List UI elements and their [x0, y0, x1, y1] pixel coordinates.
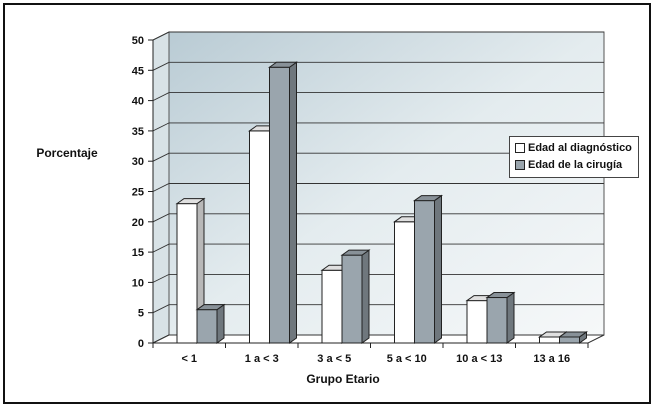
y-tick-label: 40	[132, 96, 144, 108]
bar-side	[361, 249, 370, 344]
y-tick-label: 5	[138, 308, 144, 320]
gridline	[152, 273, 604, 283]
bar-chart: 0 5 10 15 20 25 30 35 40 45 50 < 1 1 a < 3 3 a < 5 5 …	[36, 31, 605, 386]
y-tick-label: 25	[132, 187, 144, 199]
bar	[485, 291, 516, 344]
y-tick-label: 10	[132, 277, 144, 289]
gridline	[152, 61, 604, 71]
bar-front	[539, 336, 560, 344]
bar-top	[195, 304, 226, 311]
legend-swatch-series-2	[515, 160, 525, 170]
x-tick-label: < 1	[181, 353, 197, 365]
gridline	[152, 213, 604, 223]
y-tick-label: 20	[132, 217, 144, 229]
bar-front	[466, 300, 488, 344]
x-tick-label: 10 a < 13	[456, 353, 502, 365]
bar-front	[269, 66, 290, 344]
bar-side	[289, 61, 297, 344]
x-axis-ticks: < 1 1 a < 3 3 a < 5 5 a < 10 10 a < 13 13 a 1…	[152, 342, 589, 365]
y-tick-label: 50	[132, 35, 144, 47]
legend-swatch-series-1	[515, 143, 525, 153]
bar	[557, 330, 589, 344]
bar-side	[434, 194, 442, 344]
gridline	[152, 243, 604, 253]
legend-item-series-2: Edad de la cirugía	[515, 158, 622, 172]
bar	[340, 249, 371, 344]
y-axis-ticks: 0 5 10 15 20 25 30 35 40 45 50	[132, 35, 154, 350]
bar-front	[196, 309, 218, 344]
bar-top	[557, 331, 589, 338]
bar-side	[506, 291, 515, 344]
legend-item-series-1: Edad al diagnóstico	[515, 141, 632, 155]
bar-top	[267, 61, 299, 68]
bar-top	[340, 249, 371, 256]
plot-back-wall	[152, 31, 605, 344]
y-tick-label: 30	[132, 156, 144, 168]
chart-frame: 0 5 10 15 20 25 30 35 40 45 50 < 1 1 a < 3 3 a < 5 5 …	[3, 3, 651, 404]
legend: Edad al diagnóstico Edad de la cirugía	[509, 136, 639, 178]
bar	[175, 197, 206, 344]
bar-top	[485, 292, 516, 299]
gridline	[152, 183, 604, 192]
bar-front	[394, 221, 415, 344]
gridline	[152, 152, 604, 162]
bar	[412, 194, 444, 344]
x-tick-label: 5 a < 10	[387, 353, 427, 365]
gridline	[152, 31, 604, 41]
y-axis-title: Porcentaje	[36, 146, 98, 160]
gridline	[152, 122, 604, 132]
legend-label-series-2: Edad de la cirugía	[528, 159, 623, 171]
y-tick-label: 0	[138, 338, 144, 350]
y-tick-label: 35	[132, 126, 144, 138]
bar-front	[321, 269, 343, 344]
bars	[175, 61, 589, 344]
bar-front	[176, 203, 198, 344]
x-axis-title: Grupo Etario	[306, 372, 379, 386]
gridline	[152, 304, 604, 314]
x-tick-label: 1 a < 3	[245, 353, 279, 365]
bar-top	[175, 198, 206, 205]
gridline	[152, 92, 604, 102]
bar-top	[412, 195, 444, 202]
bar	[267, 61, 299, 344]
bar	[195, 303, 226, 344]
bar-front	[341, 254, 363, 344]
legend-label-series-1: Edad al diagnóstico	[528, 142, 632, 154]
bar-front	[486, 297, 508, 344]
bar-front	[559, 336, 580, 344]
x-tick-label: 3 a < 5	[317, 353, 351, 365]
x-tick-label: 13 a 16	[533, 353, 570, 365]
bar-front	[249, 130, 270, 344]
bar-front	[414, 200, 435, 344]
y-tick-label: 45	[132, 65, 144, 77]
y-tick-label: 15	[132, 247, 144, 259]
bar-side	[216, 303, 225, 344]
